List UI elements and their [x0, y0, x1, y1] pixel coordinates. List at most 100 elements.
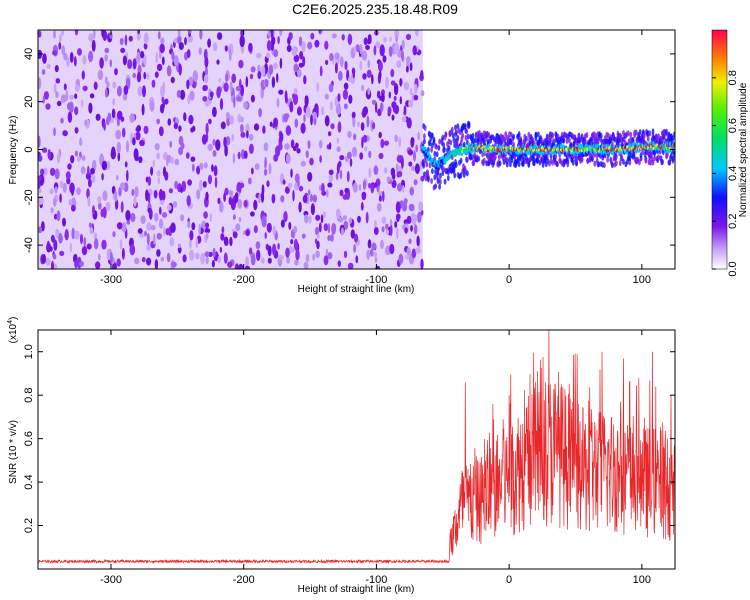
spectrogram-noise-point: [290, 239, 294, 245]
snr-scale-exponent: 4: [7, 320, 14, 324]
spectrogram-noise-point: [406, 117, 412, 129]
spectrogram-noise-point: [299, 50, 304, 60]
spectrogram-signal-halo-point: [443, 178, 447, 185]
snr-marks: [38, 330, 675, 565]
spectrogram-signal-halo-point: [653, 155, 656, 162]
spectrogram-noise-point: [157, 31, 161, 40]
spectrogram-noise-point: [389, 218, 393, 226]
spectrogram-noise-point: [153, 189, 158, 199]
spectrogram-signal-halo-point: [446, 175, 450, 181]
spectrogram-noise-point: [162, 166, 167, 177]
spectrogram-noise-point: [143, 42, 148, 50]
spectrogram-noise-point: [178, 63, 182, 76]
spectrogram-noise-point: [379, 102, 384, 112]
spectrogram-signal-halo-point: [626, 130, 630, 137]
spectrogram-noise-point: [132, 58, 137, 70]
spectrogram-noise-point: [388, 91, 391, 99]
spectrogram-noise-point: [235, 85, 241, 92]
spectrogram-noise-point: [266, 222, 272, 233]
spectrogram-noise-point: [257, 70, 262, 80]
spectrogram-noise-point: [268, 64, 274, 75]
spectrogram-noise-point: [371, 99, 377, 105]
spectrogram-noise-point: [372, 122, 376, 130]
spectrogram-noise-point: [216, 59, 220, 65]
spectrogram-noise-point: [69, 242, 73, 253]
spectrogram-noise-point: [410, 213, 416, 220]
spectrogram-noise-point: [362, 73, 367, 80]
spectrogram-noise-point: [388, 46, 393, 57]
spectrogram-noise-point: [334, 52, 340, 60]
spectrogram-noise-point: [376, 90, 381, 99]
spectrogram-noise-point: [314, 238, 318, 244]
spectrogram-signal-halo-point: [607, 151, 610, 158]
spectrogram-noise-point: [104, 54, 109, 62]
spectrogram-noise-point: [136, 125, 141, 132]
spectrogram-noise-point: [205, 222, 210, 229]
spectrogram-noise-point: [249, 73, 254, 80]
spectrogram-signal-halo-point: [453, 142, 457, 149]
spectrogram-noise-point: [196, 165, 201, 175]
spectrogram-noise-point: [114, 190, 118, 202]
spectrogram-noise-point: [347, 33, 353, 46]
spectrogram-noise-point: [407, 149, 414, 156]
spectrogram-noise-point: [148, 208, 153, 220]
spectrogram-noise-point: [191, 222, 196, 231]
spectrogram-noise-point: [382, 55, 387, 63]
spectrogram-noise-point: [253, 199, 258, 211]
spectrogram-noise-point: [250, 211, 255, 217]
spectrogram-noise-point: [212, 247, 216, 258]
spectrogram-noise-point: [146, 257, 152, 266]
spectrogram-noise-point: [169, 140, 172, 148]
spectrogram-noise-point: [116, 258, 121, 267]
spectrogram-noise-point: [53, 239, 58, 251]
spectrogram-signal-halo-point: [571, 159, 575, 166]
spectrogram-noise-point: [42, 53, 47, 64]
spectrogram-noise-point: [339, 155, 345, 161]
spectrogram-signal-halo-point: [562, 137, 566, 144]
spectrogram-signal-halo-point: [545, 153, 549, 160]
spectrogram-noise-point: [54, 65, 59, 73]
spectrogram-noise-point: [159, 43, 165, 54]
spectrogram-noise-point: [394, 134, 399, 143]
snr-x-label: Height of straight line (km): [298, 584, 415, 595]
spectrogram-noise-point: [77, 48, 82, 56]
spectrogram-noise-point: [271, 193, 276, 204]
spectrogram-noise-point: [408, 238, 412, 245]
spectrogram-noise-point: [202, 96, 208, 102]
spectrogram-noise-point: [129, 113, 135, 123]
spectrogram-noise-point: [314, 39, 320, 48]
spectrogram-noise-point: [253, 123, 259, 131]
spectrogram-noise-point: [203, 211, 208, 219]
spectrogram-noise-point: [409, 253, 413, 264]
spectrogram-noise-point: [200, 252, 206, 265]
spectrogram-noise-point: [38, 30, 42, 38]
spectrogram-signal-halo-point: [509, 131, 513, 138]
spectrogram-noise-point: [301, 233, 306, 239]
spectrogram-noise-point: [127, 59, 133, 70]
spectrogram-noise-point: [180, 214, 185, 222]
spectrogram-x-ticks: -300 -200 -100 0 100: [100, 30, 651, 286]
spectrogram-noise-point: [119, 182, 126, 190]
spectrogram-noise-point: [385, 245, 391, 256]
spectrogram-noise-point: [240, 123, 244, 133]
spectrogram-noise-point: [156, 170, 161, 177]
spectrogram-noise-point: [391, 179, 397, 189]
spectrogram-noise-point: [375, 41, 381, 49]
spectrogram-noise-point: [62, 217, 66, 227]
spectrogram-noise-point: [132, 137, 136, 146]
spectrogram-signal-halo-point: [497, 154, 501, 161]
spectrogram-noise-point: [66, 177, 71, 185]
spectrogram-noise-point: [302, 194, 308, 204]
spectrogram-signal-halo-point: [591, 156, 594, 162]
spectrogram-noise-point: [368, 150, 372, 159]
spectrogram-noise-point: [304, 95, 309, 107]
spectrogram-y-tick-label: 0: [23, 146, 35, 152]
spectrogram-noise-point: [328, 169, 334, 176]
spectrogram-noise-point: [173, 55, 179, 67]
spectrogram-noise-point: [180, 186, 183, 194]
colorbar: 0.0 0.2 0.4 0.6 0.8 Normalized spectral ampl…: [711, 29, 749, 277]
spectrogram-noise-point: [347, 262, 354, 269]
spectrogram-noise-point: [292, 93, 296, 100]
spectrogram-noise-point: [203, 74, 209, 84]
spectrogram-noise-point: [133, 148, 139, 161]
